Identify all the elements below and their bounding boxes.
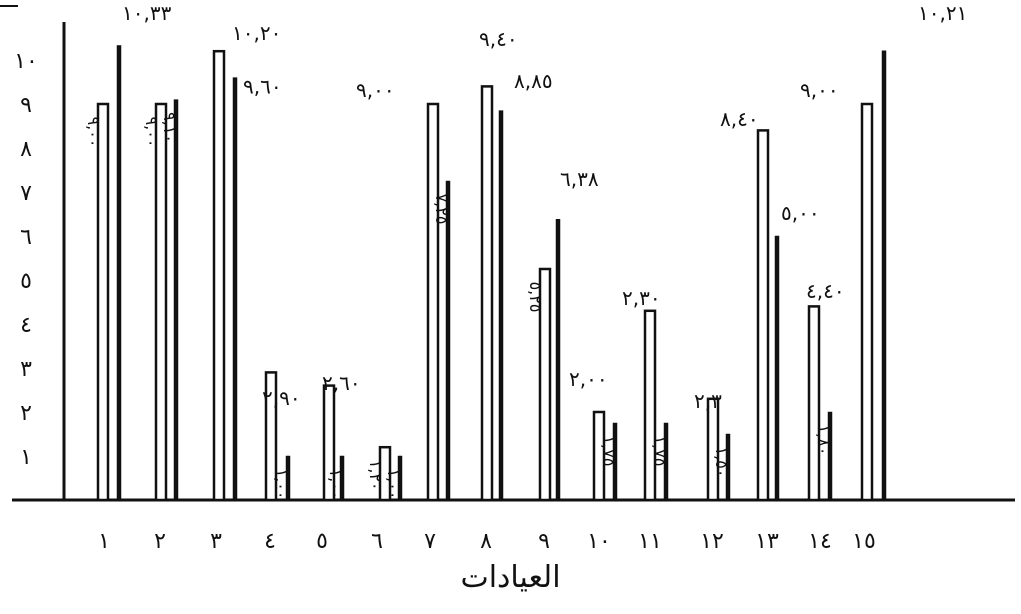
y-tick-label: ٦ [20,225,32,250]
bar-value-label: ٢,٦٠ [322,371,361,395]
y-tick-label: ٨ [20,137,32,162]
y-tick-label: ١ [20,445,32,470]
category-label: ١٤ [808,529,832,554]
y-tick-label: ٢ [20,401,32,426]
bar-value-label: ١,٧٥ [650,436,669,467]
category-label: ١٠ [587,529,611,554]
bar-value-label: ٢,٣٠ [622,286,661,310]
bar [154,102,168,502]
bar-value-label: ٢,٠٠ [569,367,608,391]
bar-value-label: ٩,٤٠ [479,27,518,51]
category-label: ٦ [371,529,383,554]
bar [643,309,657,502]
bar [285,455,291,501]
y-tick-label: ٤ [20,313,32,338]
bar [116,45,122,501]
bar-value-label: ٩,٠٠ [356,78,395,102]
bar-value-label: ٢,٣ [694,389,722,413]
bar-value-label: ٧,٢٥ [432,194,451,225]
bar [725,433,731,501]
bar-value-label: ٦,٣٨ [560,167,599,191]
bar [612,422,618,501]
y-tick-label: ١٠ [14,49,38,74]
category-label: ٤ [264,529,276,554]
bar [774,235,780,501]
bar-value-label: ٩,٠٠ [142,117,161,148]
category-label: ٩ [538,529,550,554]
bar-value-label: ١,٨٠ [814,425,833,456]
bar [426,102,440,502]
y-tick-label: ٧ [20,181,32,206]
category-label: ١١ [638,529,662,554]
bar-value-label: ٩,١٠ [160,112,179,143]
bar [378,445,392,502]
category-label: ١ [98,529,110,554]
bar-value-label: ٩,٦٠ [243,75,282,99]
y-tick-label: ٣ [20,357,32,382]
bar [96,102,110,502]
bar [264,371,278,502]
bar-value-label: ٥,٢٥ [526,282,545,313]
bar [498,110,504,501]
bar [445,180,451,501]
bar [807,305,821,502]
bar [212,49,226,502]
bar [339,455,345,501]
bar-value-label: ٥,٠٠ [781,201,820,225]
bar [881,50,887,501]
bar [860,102,874,502]
bar [173,99,179,501]
bar [397,455,403,501]
bar [663,422,669,501]
bar [232,77,238,501]
bar-value-label: ١,٠٠ [384,469,403,500]
x-axis-title: العيادات [460,560,561,595]
bar [538,267,552,502]
bar-value-label: ٨,٤٠ [720,107,759,131]
y-tick-label: ٩ [20,93,32,118]
bar-value-label: ٢,٩٠ [262,386,301,410]
bar [480,85,494,502]
category-label: ١٢ [700,529,724,554]
bar-value-label: ٤,٤٠ [806,279,845,303]
category-label: ٢ [154,529,166,554]
category-label: ٧ [424,529,436,554]
bar-value-label: ١,٥٠ [712,447,731,478]
category-label: ٥ [316,529,328,554]
bar [592,410,606,502]
category-label: ١٥ [852,529,876,554]
bar-value-label: ١,٠٠ [272,469,291,500]
bar-value-label: ٩,٠٠ [800,78,839,102]
category-label: ٣ [210,529,222,554]
category-label: ١٣ [755,529,779,554]
bar-value-label: ٨,٨٥ [514,69,553,93]
bar-value-label: ١٠,٢١ [918,1,967,25]
bar-value-label: ١,٠٠ [326,469,345,500]
bar [706,397,720,502]
bar [322,384,336,502]
category-label: ٨ [480,529,492,554]
bar-value-label: ١,٧٥ [599,436,618,467]
bar-value-label: ١٠,٢٠ [232,21,281,45]
bar-value-label: ١٠,٣٣ [122,1,172,25]
bar [555,219,561,501]
bar [827,411,833,501]
bar [756,129,770,502]
bar-value-label: ٩,٠٠ [84,117,103,148]
bar-value-label: ١,٢٠ [366,460,385,491]
y-tick-label: ٥ [20,269,32,294]
